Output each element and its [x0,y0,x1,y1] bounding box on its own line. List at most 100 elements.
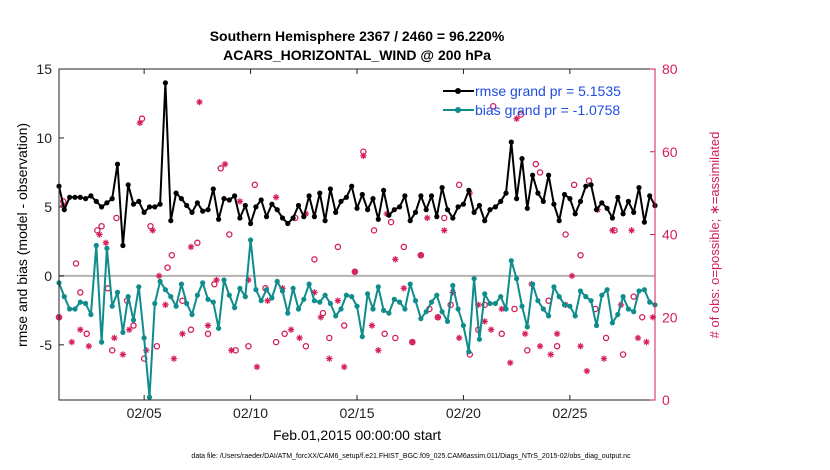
data-point-rmse [641,219,648,225]
data-point-rmse [370,196,376,202]
obs-possible-marker [108,347,116,354]
data-point-bias [631,309,637,315]
data-point-rmse [226,197,232,203]
data-point-bias [402,306,408,312]
data-point-bias [397,299,403,305]
y2-tick-label: 20 [662,309,678,325]
data-point-bias [418,316,424,322]
obs-possible-marker [517,111,525,118]
obs-assimilated-marker [96,231,103,238]
data-point-rmse [460,201,466,207]
data-point-bias [210,299,216,305]
obs-assimilated-marker [360,152,367,160]
plot-background [59,69,655,400]
obs-assimilated-marker [287,326,295,333]
obs-assimilated-marker [102,239,110,246]
obs-possible-marker [455,181,463,189]
data-point-bias [588,298,594,304]
legend: rmse grand pr = 5.1535 bias grand pr = -… [443,83,621,118]
obs-possible-marker [130,322,137,329]
data-point-bias [487,300,493,307]
data-point-bias [365,291,371,297]
data-point-rmse [391,207,397,213]
data-point-bias [285,310,291,316]
data-point-rmse [455,204,461,210]
data-point-bias [498,294,504,300]
data-point-bias [625,306,632,312]
data-point-bias [216,325,222,331]
obs-possible-marker [387,218,395,226]
data-point-rmse [636,185,642,191]
y2-tick-label: 0 [662,392,670,408]
data-point-bias [540,306,546,312]
obs-assimilated-marker [609,227,616,234]
data-point-bias [439,309,445,315]
data-point-bias [551,284,557,290]
data-point-bias [322,292,328,298]
data-file-footnote: data file: /Users/raeder/DAI/ATM_forcXX/… [191,453,631,460]
data-point-rmse [157,201,163,207]
data-point-bias [620,294,626,300]
obs-possible-marker [536,169,544,176]
data-point-rmse [120,242,126,249]
data-point-rmse [184,202,190,209]
data-point-bias [391,296,397,302]
legend-bias-label: bias grand pr = -1.0758 [475,102,620,118]
obs-possible-marker [77,289,84,296]
data-point-bias [253,287,259,293]
data-point-bias [381,307,387,313]
data-point-rmse [418,193,424,199]
data-point-rmse [604,205,610,211]
data-point-rmse [551,201,557,207]
obs-assimilated-marker [424,214,431,222]
data-point-rmse [508,139,514,145]
data-point-rmse [530,172,536,178]
obs-possible-marker [381,330,388,338]
obs-assimilated-marker [196,98,203,106]
data-point-rmse [599,200,605,206]
obs-assimilated-marker [628,227,635,234]
obs-assimilated-marker [434,314,442,321]
data-point-bias [370,306,376,312]
data-point-rmse [83,196,89,202]
data-point-bias [200,280,206,286]
data-point-rmse [146,204,153,210]
data-point-rmse [444,207,451,213]
data-point-bias [609,320,616,326]
obs-assimilated-marker [326,355,333,362]
y-tick-label: 15 [36,61,52,77]
obs-possible-marker [570,181,578,189]
x-tick-label: 02/10 [233,405,268,421]
series-layer [56,80,658,400]
data-point-rmse [333,209,339,215]
data-point-bias [647,299,653,305]
obs-assimilated-marker [85,343,92,350]
data-point-rmse [290,215,296,221]
data-point-bias [354,303,360,309]
data-point-bias [514,276,520,282]
data-point-bias [349,294,355,300]
obs-possible-marker [441,214,448,222]
legend-rmse-marker [455,88,461,94]
obs-possible-marker [326,334,333,342]
data-point-rmse [77,194,83,200]
obs-assimilated-marker [392,256,399,263]
data-point-rmse [365,207,371,213]
data-point-rmse [248,220,254,227]
chart-title-line1: Southern Hemisphere 2367 / 2460 = 96.220… [210,28,505,44]
data-point-bias [120,329,126,335]
data-point-rmse [625,198,632,204]
data-point-rmse [88,193,94,199]
data-point-rmse [397,204,403,210]
obs-possible-marker [168,251,176,259]
data-point-bias [77,299,83,305]
data-point-rmse [535,190,541,196]
obs-possible-marker [194,239,201,247]
data-point-bias [636,288,642,294]
data-point-rmse [503,190,509,196]
obs-assimilated-marker [170,355,178,362]
obs-assimilated-marker [317,314,325,321]
data-point-bias [130,317,137,323]
data-point-bias [455,306,461,312]
data-point-bias [152,300,158,307]
